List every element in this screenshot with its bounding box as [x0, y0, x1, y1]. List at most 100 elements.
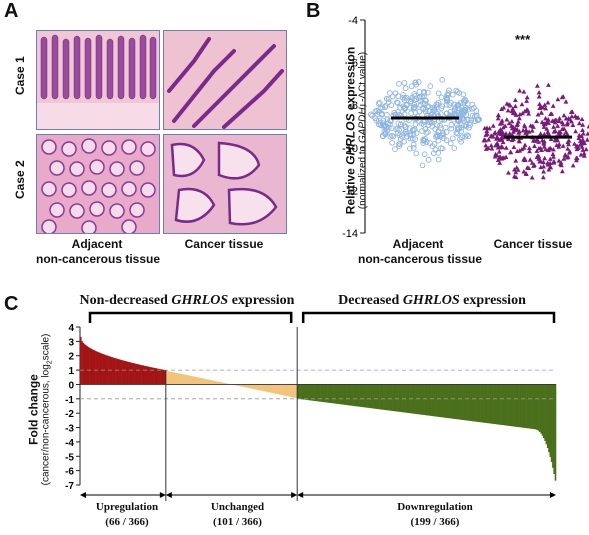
- data-point: [464, 132, 470, 138]
- bar: [185, 374, 187, 385]
- data-point: [439, 103, 446, 110]
- bar: [146, 366, 148, 385]
- data-point: [556, 144, 562, 149]
- data-point: [536, 89, 542, 95]
- bar: [494, 384, 497, 425]
- data-point: [537, 159, 543, 164]
- bar: [540, 384, 542, 434]
- panel-b-xlabel-left-line2: non-cancerous tissue: [358, 252, 483, 266]
- data-point: [413, 150, 420, 157]
- bar: [122, 360, 125, 385]
- bar: [362, 384, 364, 408]
- data-point: [501, 105, 507, 110]
- bar: [89, 347, 91, 385]
- bar: [124, 360, 126, 385]
- bar: [249, 384, 251, 389]
- bar: [310, 384, 312, 401]
- bar: [265, 384, 268, 392]
- bar: [286, 384, 289, 397]
- data-point: [379, 104, 386, 111]
- data-point: [490, 123, 496, 128]
- bar: [483, 384, 485, 423]
- bar: [91, 349, 94, 385]
- data-point: [497, 154, 503, 159]
- bar: [445, 384, 448, 418]
- bar: [82, 342, 85, 385]
- data-point: [538, 145, 544, 151]
- bar: [328, 384, 331, 403]
- y-tick-label: 1: [68, 366, 74, 377]
- arrow-upregulation-head-right: [159, 492, 166, 498]
- data-point: [401, 138, 407, 145]
- bar: [216, 381, 219, 385]
- data-point: [524, 107, 530, 112]
- bar: [397, 384, 399, 412]
- bar: [130, 362, 133, 385]
- bar: [161, 369, 164, 385]
- bar: [502, 384, 505, 426]
- bar: [291, 384, 294, 398]
- data-point: [444, 95, 450, 102]
- data-point: [526, 111, 532, 116]
- bar: [450, 384, 453, 419]
- bar: [103, 354, 106, 385]
- data-point: [410, 141, 417, 148]
- bar: [172, 372, 174, 385]
- bar: [199, 377, 202, 385]
- bar: [306, 384, 308, 400]
- bar: [554, 384, 557, 481]
- bar: [87, 347, 90, 385]
- panel-b-scatter-chart: -14 -12 -10 -8 -6 -4: [342, 15, 589, 240]
- bar: [507, 384, 510, 426]
- data-point: [586, 124, 589, 129]
- bar: [379, 384, 381, 410]
- bar: [168, 371, 171, 385]
- data-point: [438, 94, 445, 101]
- bar: [269, 384, 272, 393]
- data-point: [395, 93, 402, 100]
- data-point: [385, 120, 391, 127]
- bar: [433, 384, 436, 417]
- data-point: [517, 115, 522, 121]
- data-point: [453, 87, 460, 94]
- bar: [115, 358, 117, 385]
- data-point: [565, 154, 571, 159]
- data-point: [400, 95, 406, 101]
- data-point: [483, 132, 489, 137]
- data-point: [515, 167, 521, 172]
- data-point: [534, 148, 540, 153]
- bar: [449, 384, 451, 419]
- bar: [180, 373, 182, 385]
- bar: [357, 384, 359, 407]
- data-point: [402, 95, 408, 101]
- data-point: [455, 124, 461, 131]
- bar: [117, 359, 120, 385]
- bar: [155, 368, 158, 385]
- data-point: [541, 131, 547, 137]
- data-point: [550, 103, 556, 108]
- data-point: [561, 112, 567, 118]
- bar: [463, 384, 466, 421]
- bar: [120, 359, 122, 385]
- group-up-count: (66 / 366): [105, 516, 149, 528]
- bar: [333, 384, 336, 404]
- group-down-label: Downregulation (199 / 366): [380, 501, 490, 528]
- bar: [271, 384, 273, 393]
- data-point: [396, 127, 402, 133]
- data-point: [580, 131, 586, 136]
- bar: [406, 384, 409, 413]
- data-point: [394, 100, 401, 106]
- data-point: [572, 113, 578, 119]
- bar: [429, 384, 432, 416]
- bar: [441, 384, 444, 418]
- bar: [524, 384, 527, 429]
- data-point: [541, 164, 546, 169]
- bar: [312, 384, 315, 401]
- data-point: [560, 143, 566, 148]
- bar: [308, 384, 311, 401]
- data-point: [513, 158, 519, 163]
- data-point: [566, 116, 571, 121]
- data-point: [448, 125, 455, 132]
- data-point: [439, 133, 446, 139]
- data-point: [380, 133, 386, 140]
